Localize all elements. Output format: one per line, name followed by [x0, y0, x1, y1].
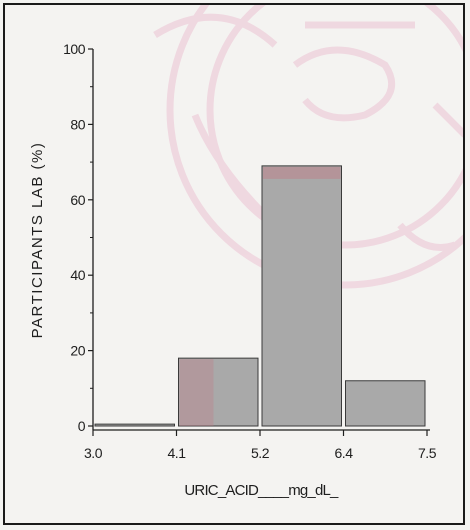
y-tick-label: 60 — [70, 192, 85, 208]
y-tick-label: 20 — [70, 343, 85, 359]
y-tick-label: 80 — [70, 116, 85, 132]
x-tick-label: 5.2 — [251, 445, 270, 461]
x-axis-title: URIC_ACID____mg_dL_ — [184, 482, 339, 499]
y-axis-title: PARTICIPANTS LAB (%) — [29, 142, 46, 339]
bar-tint-overlay — [263, 166, 341, 179]
x-tick-label: 6.4 — [335, 445, 354, 461]
x-tick-label: 3.0 — [84, 445, 103, 461]
x-tick-label: 4.1 — [168, 445, 187, 461]
histogram-bar — [261, 165, 342, 427]
histogram-bar — [94, 423, 175, 427]
x-tick-label: 7.5 — [418, 445, 437, 461]
chart-frame: 0 20 40 60 80 100 3.0 4.1 5.2 6.4 7.5 PARTICIPANT… — [3, 3, 465, 525]
y-tick-label: 100 — [63, 41, 86, 57]
histogram-bar — [178, 357, 259, 427]
x-axis-ticks: 3.0 4.1 5.2 6.4 7.5 — [84, 430, 437, 461]
bar-tint-overlay — [179, 359, 214, 426]
y-tick-label: 0 — [78, 418, 86, 434]
chart-bars — [94, 165, 426, 427]
y-tick-label: 40 — [70, 267, 85, 283]
histogram-chart: 0 20 40 60 80 100 3.0 4.1 5.2 6.4 7.5 PARTICIPANT… — [29, 41, 437, 499]
histogram-bar — [345, 380, 426, 427]
y-axis-ticks: 0 20 40 60 80 100 — [63, 41, 93, 434]
chart-axes — [92, 49, 430, 431]
